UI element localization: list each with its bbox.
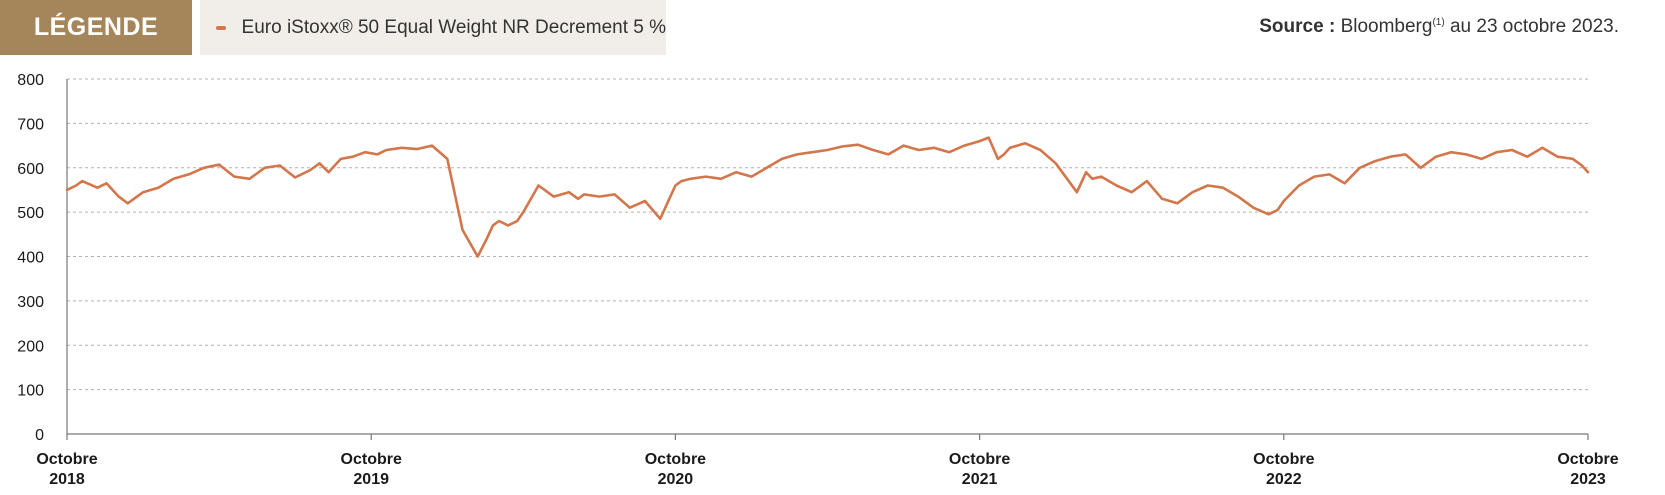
y-tick-label-200: 200 <box>17 338 44 355</box>
y-tick-label-400: 400 <box>17 250 44 267</box>
y-tick-label-600: 600 <box>17 161 44 178</box>
source-footnote-ref: (1) <box>1432 17 1445 28</box>
source-provider: Bloomberg <box>1340 16 1433 37</box>
source-note: Source : Bloomberg(1) au 23 octobre 2023… <box>1259 16 1619 38</box>
source-date: au 23 octobre 2023. <box>1444 16 1619 37</box>
x-tick-label-2022: Octobre 2022 <box>1253 451 1314 488</box>
y-tick-label-0: 0 <box>35 427 44 444</box>
y-tick-label-800: 800 <box>17 72 44 89</box>
y-tick-label-500: 500 <box>17 205 44 222</box>
x-tick-label-2018: Octobre 2018 <box>36 451 97 488</box>
legend-tag: LÉGENDE <box>0 0 192 55</box>
legend-series-label: Euro iStoxx® 50 Equal Weight NR Decremen… <box>241 16 666 38</box>
x-tick-label-2021: Octobre 2021 <box>949 451 1010 488</box>
y-tick-label-700: 700 <box>17 116 44 133</box>
series-line-0 <box>65 136 1590 258</box>
x-tick-label-2020: Octobre 2020 <box>645 451 706 488</box>
y-tick-label-100: 100 <box>17 383 44 400</box>
legend-series-swatch <box>216 25 226 30</box>
legend-box: Euro iStoxx® 50 Equal Weight NR Decremen… <box>200 0 666 55</box>
y-tick-label-300: 300 <box>17 294 44 311</box>
x-tick-label-2019: Octobre 2019 <box>341 451 402 488</box>
x-tick-label-2023: Octobre 2023 <box>1557 451 1618 488</box>
source-label: Source : <box>1259 16 1336 37</box>
